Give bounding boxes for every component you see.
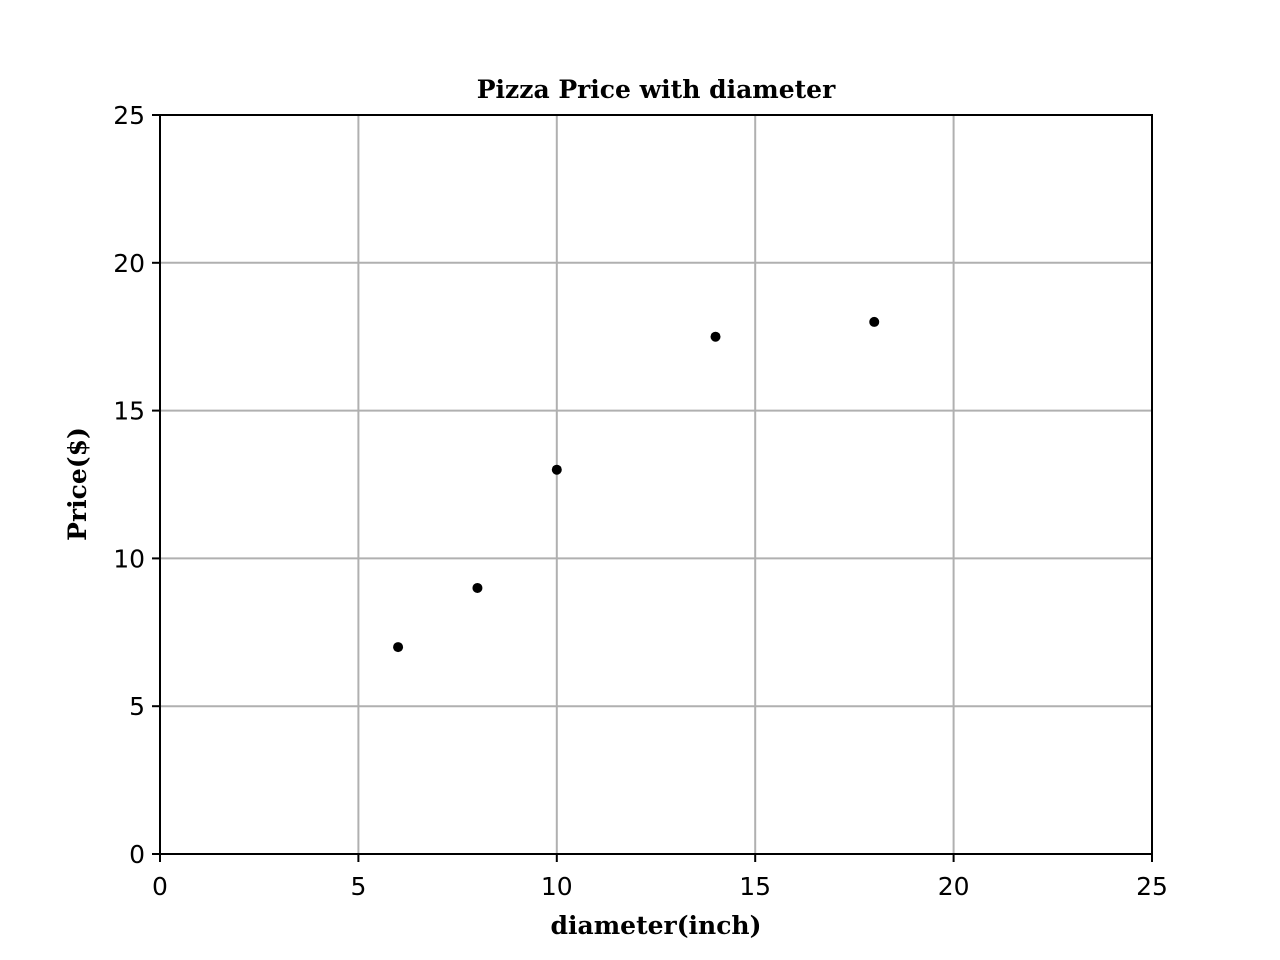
x-axis-ticks: 0 5 10 15 20 25: [152, 854, 1168, 901]
y-axis-label: Price($): [63, 427, 92, 541]
y-tick-label: 25: [113, 101, 145, 130]
y-axis-ticks: 0 5 10 15 20 25: [113, 101, 160, 869]
data-point: [393, 642, 404, 653]
plot-area-frame: [159, 114, 1153, 855]
y-tick-label: 10: [113, 544, 145, 573]
chart-title: Pizza Price with diameter: [477, 75, 836, 104]
y-tick-label: 15: [113, 397, 145, 426]
y-tick-label: 5: [129, 692, 145, 721]
x-tick-label: 15: [739, 872, 771, 901]
x-tick-label: 0: [152, 872, 168, 901]
data-point: [472, 582, 483, 593]
data-point: [551, 464, 562, 475]
x-tick-label: 25: [1136, 872, 1168, 901]
data-point: [710, 331, 721, 342]
x-tick-label: 5: [350, 872, 366, 901]
x-tick-label: 10: [541, 872, 573, 901]
data-point: [869, 316, 880, 327]
data-points: [393, 316, 880, 653]
y-tick-label: 0: [129, 840, 145, 869]
y-tick-label: 20: [113, 249, 145, 278]
x-tick-label: 20: [938, 872, 970, 901]
grid-lines: [159, 114, 1153, 855]
x-axis-label: diameter(inch): [551, 911, 762, 940]
